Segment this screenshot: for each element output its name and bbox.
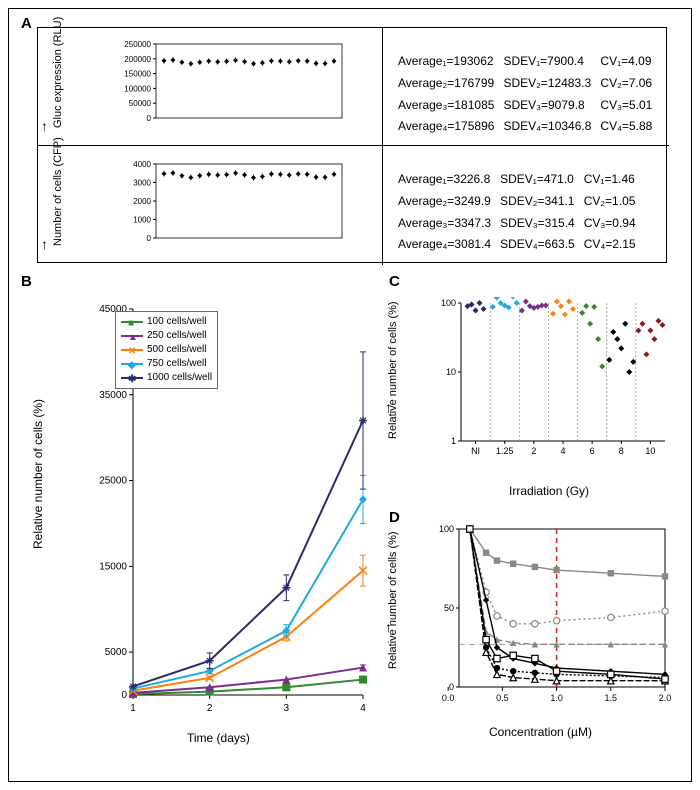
irradiation-chart: 1 10 100 NI 1.25 2 4 6 8 10	[431, 297, 671, 467]
panel-d-ylabel: Relative number of cells (%)	[387, 531, 399, 669]
svg-text:2: 2	[531, 446, 536, 456]
svg-text:1: 1	[130, 703, 136, 714]
panel-b-legend: ■100 cells/well▲250 cells/well✕500 cells…	[115, 311, 218, 389]
svg-text:100: 100	[441, 298, 456, 308]
panel-b-label: B	[21, 273, 32, 290]
panel-b-ylabel: Relative number of cells (%)	[31, 399, 45, 549]
svg-text:8: 8	[619, 446, 624, 456]
cfp-stats: Average₁=3226.8SDEV₁=471.0CV₁=1.46Averag…	[396, 168, 645, 257]
svg-text:100000: 100000	[124, 84, 151, 93]
panel-c-container: 1 10 100 NI 1.25 2 4 6 8 10 Relative number of ce…	[389, 289, 679, 509]
gluc-stats: Average₁=193062SDEV₁=7900.4CV₁=4.09Avera…	[396, 50, 661, 139]
svg-text:NI: NI	[471, 446, 480, 456]
gluc-chart: 0 50000 100000 150000 200000 250000	[108, 40, 348, 122]
svg-text:35000: 35000	[99, 390, 127, 401]
panel-c-label: C	[389, 273, 400, 290]
panel-c-arrow-icon: ↑	[385, 399, 392, 415]
panel-a-label: A	[21, 15, 32, 32]
figure-container: A 050000100000150000200000250000 Gluc ex…	[8, 8, 692, 782]
panel-d-xlabel: Concentration (µM)	[489, 725, 592, 739]
svg-text:0.0: 0.0	[442, 693, 455, 703]
panel-a-container: 050000100000150000200000250000 Gluc expr…	[37, 27, 667, 263]
svg-text:50: 50	[444, 603, 454, 613]
svg-text:15000: 15000	[99, 561, 127, 572]
panel-b-container: 05000150002500035000450001234 Relative n…	[37, 289, 377, 749]
svg-text:25000: 25000	[99, 476, 127, 487]
svg-text:0: 0	[147, 114, 152, 122]
svg-text:2.0: 2.0	[659, 693, 671, 703]
svg-text:50000: 50000	[129, 99, 152, 108]
svg-text:6: 6	[590, 446, 595, 456]
svg-text:0: 0	[449, 682, 454, 692]
svg-text:3: 3	[284, 703, 290, 714]
cfp-arrow-icon: ↑	[41, 236, 48, 252]
svg-text:1.25: 1.25	[496, 446, 514, 456]
svg-text:3000: 3000	[133, 179, 151, 188]
svg-text:0: 0	[147, 234, 152, 242]
svg-text:0: 0	[121, 690, 127, 701]
gluc-arrow-icon: ↑	[41, 118, 48, 134]
svg-text:100: 100	[439, 524, 454, 534]
panel-c-ylabel: Relative number of cells (%)	[387, 301, 399, 439]
svg-text:4: 4	[560, 446, 565, 456]
svg-text:10: 10	[446, 367, 456, 377]
svg-text:1.5: 1.5	[605, 693, 618, 703]
gluc-ylabel: Gluc expression (RLU)	[52, 17, 64, 128]
cfp-ylabel: Number of cells (CFP)	[52, 137, 64, 246]
panel-c-xlabel: Irradiation (Gy)	[509, 484, 589, 498]
svg-text:4: 4	[360, 703, 366, 714]
svg-text:150000: 150000	[124, 70, 151, 79]
panel-d-arrow-icon: ↑	[385, 619, 392, 635]
panel-b-xlabel: Time (days)	[187, 731, 250, 745]
svg-text:200000: 200000	[124, 55, 151, 64]
svg-text:5000: 5000	[105, 647, 128, 658]
svg-text:1: 1	[451, 436, 456, 446]
svg-text:2: 2	[207, 703, 213, 714]
panel-a-vdivider	[382, 27, 383, 265]
panel-a-hdivider	[37, 145, 669, 146]
concentration-chart: 0 50 100 0.0 0.5 1.0 1.5 2.0	[431, 523, 671, 713]
svg-text:2000: 2000	[133, 197, 151, 206]
svg-text:4000: 4000	[133, 160, 151, 169]
svg-text:1000: 1000	[133, 216, 151, 225]
svg-text:1.0: 1.0	[550, 693, 563, 703]
svg-text:10: 10	[645, 446, 655, 456]
svg-text:0.5: 0.5	[496, 693, 509, 703]
panel-d-container: 0 50 100 0.0 0.5 1.0 1.5 2.0 Relative number of…	[389, 519, 679, 744]
svg-text:250000: 250000	[124, 40, 151, 49]
cfp-chart: 0 1000 2000 3000 4000	[108, 160, 348, 242]
